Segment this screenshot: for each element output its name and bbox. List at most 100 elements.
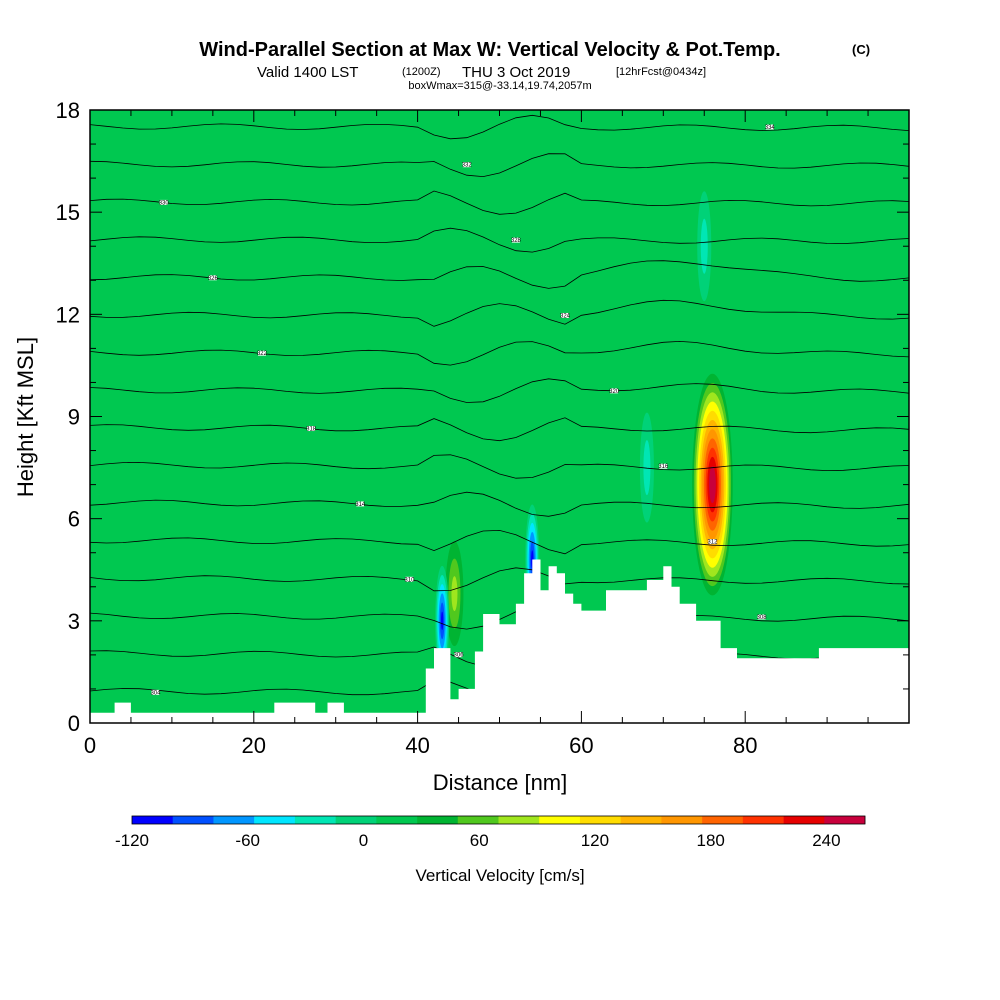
theta-label-box-326 [208,275,217,281]
colorbar-label: Vertical Velocity [cm/s] [415,866,584,885]
colorbar-swatch-13 [661,816,703,824]
theta-contour-332 [90,153,909,178]
theta-label-324: 324 [560,313,571,319]
colorbar: -120 -60 0 60 120 180 240 [115,815,866,850]
theta-label-320: 320 [609,389,620,395]
theta-label-box-330 [159,199,168,205]
colorbar-swatch-7 [417,816,459,824]
colorbar-swatch-3 [254,816,296,824]
x-tick-label-0: 0 [84,733,96,758]
colorbar-swatch-11 [579,816,621,824]
velocity-feature-5-level-2 [643,440,651,496]
theta-label-box-316 [659,463,668,469]
theta-label-box-314 [356,501,365,507]
x-tick-label-60: 60 [569,733,593,758]
y-tick-label-0: 0 [68,711,80,736]
colorbar-swatch-5 [335,816,377,824]
theta-label-318: 318 [306,427,317,433]
theta-contour-310 [90,567,909,592]
y-tick-label-15: 15 [56,200,80,225]
valid-utc-label: (1200Z) [402,66,441,78]
y-tick-label-12: 12 [56,302,80,327]
x-tick-label-80: 80 [733,733,757,758]
theta-label-box-334 [765,124,774,130]
theta-label-box-306 [454,652,463,658]
theta-label-314: 314 [355,502,366,508]
colorbar-tick--120: -120 [115,831,149,850]
x-axis-label: Distance [nm] [433,770,568,795]
colorbar-swatch-17 [824,816,866,824]
theta-label-box-324 [561,312,570,318]
theta-label-box-322 [257,350,266,356]
theta-label-box-318 [307,426,316,432]
colorbar-swatch-6 [376,816,418,824]
velocity-field: 304 306 308 310 312 314 316 318 320 322 324 326 328 3… [90,110,909,723]
theta-label-310: 310 [404,577,415,583]
theta-contour-330 [90,190,909,215]
colorbar-swatch-2 [213,816,255,824]
colorbar-tick-60: 60 [470,831,489,850]
theta-contour-314 [90,491,909,517]
y-tick-label-6: 6 [68,507,80,532]
velocity-feature-2-level-6 [440,611,444,631]
theta-label-box-308 [757,614,766,620]
theta-label-316: 316 [658,464,669,470]
colorbar-swatch-10 [539,816,581,824]
colorbar-tick-0: 0 [359,831,368,850]
theta-label-334: 334 [765,125,776,131]
theta-label-304: 304 [151,690,162,696]
theta-contour-316 [90,454,909,479]
colorbar-frame [131,815,866,825]
x-tick-label-20: 20 [242,733,266,758]
axes: 0 20 40 60 80 0 3 6 9 12 15 18 [56,98,909,758]
x-tick-label-40: 40 [405,733,429,758]
colorbar-tick-120: 120 [581,831,609,850]
theta-label-box-310 [405,576,414,582]
colorbar-swatch-15 [742,816,784,824]
colorbar-swatch-4 [294,816,336,824]
y-tick-label-9: 9 [68,405,80,430]
velocity-feature-4-level-2 [700,218,708,274]
theta-contour-318 [90,417,909,442]
copyright-mark: (C) [852,42,870,57]
theta-label-328: 328 [511,238,522,244]
colorbar-swatch-8 [457,816,499,824]
theta-label-306: 306 [454,653,465,659]
theta-label-box-332 [462,162,471,168]
velocity-feature-1-level-4 [451,576,458,612]
colorbar-swatch-9 [498,816,540,824]
theta-label-308: 308 [757,615,768,621]
colorbar-tick--60: -60 [235,831,260,850]
theta-label-332: 332 [462,163,473,169]
theta-contour-328 [90,227,909,253]
valid-date-label: THU 3 Oct 2019 [462,64,570,81]
terrain [90,559,909,723]
theta-label-box-320 [610,388,619,394]
theta-contour-320 [90,378,909,403]
theta-label-322: 322 [257,351,268,357]
theta-label-312: 312 [707,540,718,546]
valid-time-label: Valid 1400 LST [257,64,358,81]
box-info-label: boxWmax=315@-33.14,19.74,2057m [408,80,591,92]
theta-contour-326 [90,260,909,289]
forecast-label: [12hrFcst@0434z] [616,66,706,78]
theta-label-box-304 [151,689,160,695]
y-tick-label-3: 3 [68,609,80,634]
colorbar-swatch-16 [783,816,825,824]
theta-label-box-328 [511,237,520,243]
theta-contour-334 [90,114,909,140]
y-axis-label: Height [Kft MSL] [13,337,38,497]
colorbar-tick-180: 180 [697,831,725,850]
theta-label-box-312 [708,539,717,545]
colorbar-swatch-12 [620,816,662,824]
theta-contour-324 [90,299,909,327]
y-tick-label-18: 18 [56,98,80,123]
theta-contour-312 [90,529,909,555]
chart-title: Wind-Parallel Section at Max W: Vertical… [199,39,780,61]
colorbar-tick-240: 240 [812,831,840,850]
colorbar-swatch-1 [172,816,214,824]
theta-label-326: 326 [208,276,219,282]
colorbar-swatch-14 [702,816,744,824]
velocity-blobs [435,191,735,676]
